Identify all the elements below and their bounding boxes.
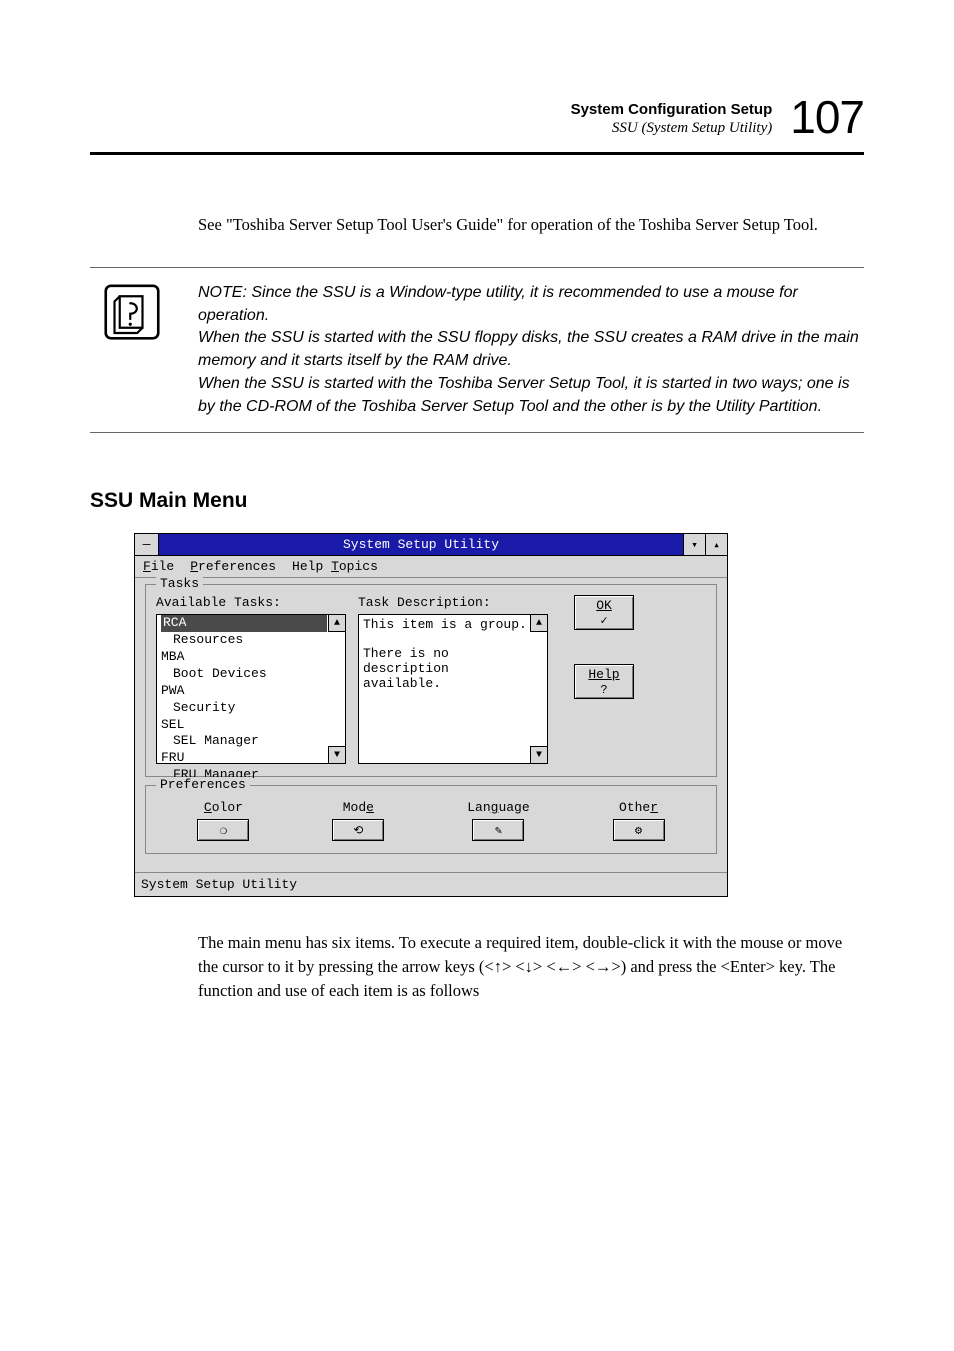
tasks-legend: Tasks [156, 576, 203, 591]
list-item[interactable]: RCA [161, 615, 327, 632]
tasks-fieldset: Tasks Available Tasks: ▲ RCA Resources M… [145, 584, 717, 777]
note-icon [90, 282, 174, 418]
minimize-icon[interactable]: ▾ [683, 534, 705, 555]
maximize-icon[interactable]: ▴ [705, 534, 727, 555]
list-item[interactable]: Security [161, 700, 327, 717]
language-icon: ✎ [495, 823, 502, 838]
menu-file[interactable]: File [143, 559, 174, 574]
note-line-2: When the SSU is started with the SSU flo… [198, 327, 864, 372]
pref-other: Other ⚙ [613, 800, 665, 841]
window-title: System Setup Utility [159, 534, 683, 555]
header-text-block: System Configuration Setup SSU (System S… [571, 101, 773, 145]
help-button[interactable]: Help ? [574, 664, 634, 699]
task-items: RCA Resources MBA Boot Devices PWA Secur… [157, 615, 345, 784]
ssu-body: Tasks Available Tasks: ▲ RCA Resources M… [135, 578, 727, 872]
pref-color-label: Color [197, 800, 249, 815]
pref-other-label: Other [613, 800, 665, 815]
color-button[interactable]: ❍ [197, 819, 249, 841]
list-item[interactable]: SEL Manager [161, 733, 327, 750]
section-heading: SSU Main Menu [90, 489, 864, 513]
pref-mode-label: Mode [332, 800, 384, 815]
mode-icon: ⟲ [353, 823, 363, 838]
pref-language-label: Language [467, 800, 529, 815]
list-item[interactable]: PWA [161, 683, 327, 700]
preferences-fieldset: Preferences Color ❍ Mode ⟲ Language ✎ Ot… [145, 785, 717, 854]
mode-button[interactable]: ⟲ [332, 819, 384, 841]
spacer [363, 632, 529, 646]
other-button[interactable]: ⚙ [613, 819, 665, 841]
closing-paragraph: The main menu has six items. To execute … [198, 931, 864, 1003]
task-description-column: Task Description: ▲ This item is a group… [358, 595, 548, 764]
task-description-label: Task Description: [358, 595, 548, 610]
note-line-3: When the SSU is started with the Toshiba… [198, 373, 864, 418]
help-label: Help [575, 667, 633, 682]
scroll-up-icon[interactable]: ▲ [328, 614, 346, 632]
scroll-down-icon[interactable]: ▼ [328, 746, 346, 764]
ok-button[interactable]: OK ✓ [574, 595, 634, 630]
available-tasks-column: Available Tasks: ▲ RCA Resources MBA Boo… [156, 595, 346, 764]
page-header: System Configuration Setup SSU (System S… [90, 90, 864, 144]
pref-mode: Mode ⟲ [332, 800, 384, 841]
list-item[interactable]: SEL [161, 717, 327, 734]
list-item[interactable]: Boot Devices [161, 666, 327, 683]
menu-help-topics[interactable]: Help Topics [292, 559, 378, 574]
pref-color: Color ❍ [197, 800, 249, 841]
task-description-box: ▲ This item is a group. There is no desc… [358, 614, 548, 764]
available-tasks-listbox[interactable]: ▲ RCA Resources MBA Boot Devices PWA Sec… [156, 614, 346, 764]
ssu-window: — System Setup Utility ▾ ▴ File Preferen… [134, 533, 728, 897]
page-number: 107 [790, 90, 864, 144]
note-line-1: NOTE: Since the SSU is a Window-type uti… [198, 282, 864, 327]
header-subtitle: SSU (System Setup Utility) [571, 119, 773, 138]
scroll-up-icon[interactable]: ▲ [530, 614, 548, 632]
intro-paragraph: See "Toshiba Server Setup Tool User's Gu… [198, 213, 864, 237]
note-text: NOTE: Since the SSU is a Window-type uti… [198, 282, 864, 418]
scroll-down-icon[interactable]: ▼ [530, 746, 548, 764]
check-icon: ✓ [575, 613, 633, 628]
ssu-menubar: File Preferences Help Topics [135, 556, 727, 578]
ok-label: OK [575, 598, 633, 613]
desc-line: This item is a group. [363, 617, 529, 632]
gear-icon: ⚙ [635, 823, 642, 838]
pref-language: Language ✎ [467, 800, 529, 841]
language-button[interactable]: ✎ [472, 819, 524, 841]
palette-icon: ❍ [220, 823, 227, 838]
ssu-titlebar: — System Setup Utility ▾ ▴ [135, 534, 727, 556]
header-title: System Configuration Setup [571, 101, 773, 120]
list-item[interactable]: MBA [161, 649, 327, 666]
header-rule [90, 152, 864, 155]
system-menu-icon[interactable]: — [135, 534, 159, 555]
preferences-legend: Preferences [156, 777, 250, 792]
note-block: NOTE: Since the SSU is a Window-type uti… [90, 267, 864, 433]
question-icon: ? [575, 683, 633, 697]
available-tasks-label: Available Tasks: [156, 595, 346, 610]
list-item[interactable]: Resources [161, 632, 327, 649]
statusbar: System Setup Utility [135, 872, 727, 896]
list-item[interactable]: FRU [161, 750, 327, 767]
menu-preferences[interactable]: Preferences [190, 559, 276, 574]
button-column: OK ✓ Help ? [574, 595, 634, 699]
desc-line: There is no description available. [363, 646, 529, 691]
